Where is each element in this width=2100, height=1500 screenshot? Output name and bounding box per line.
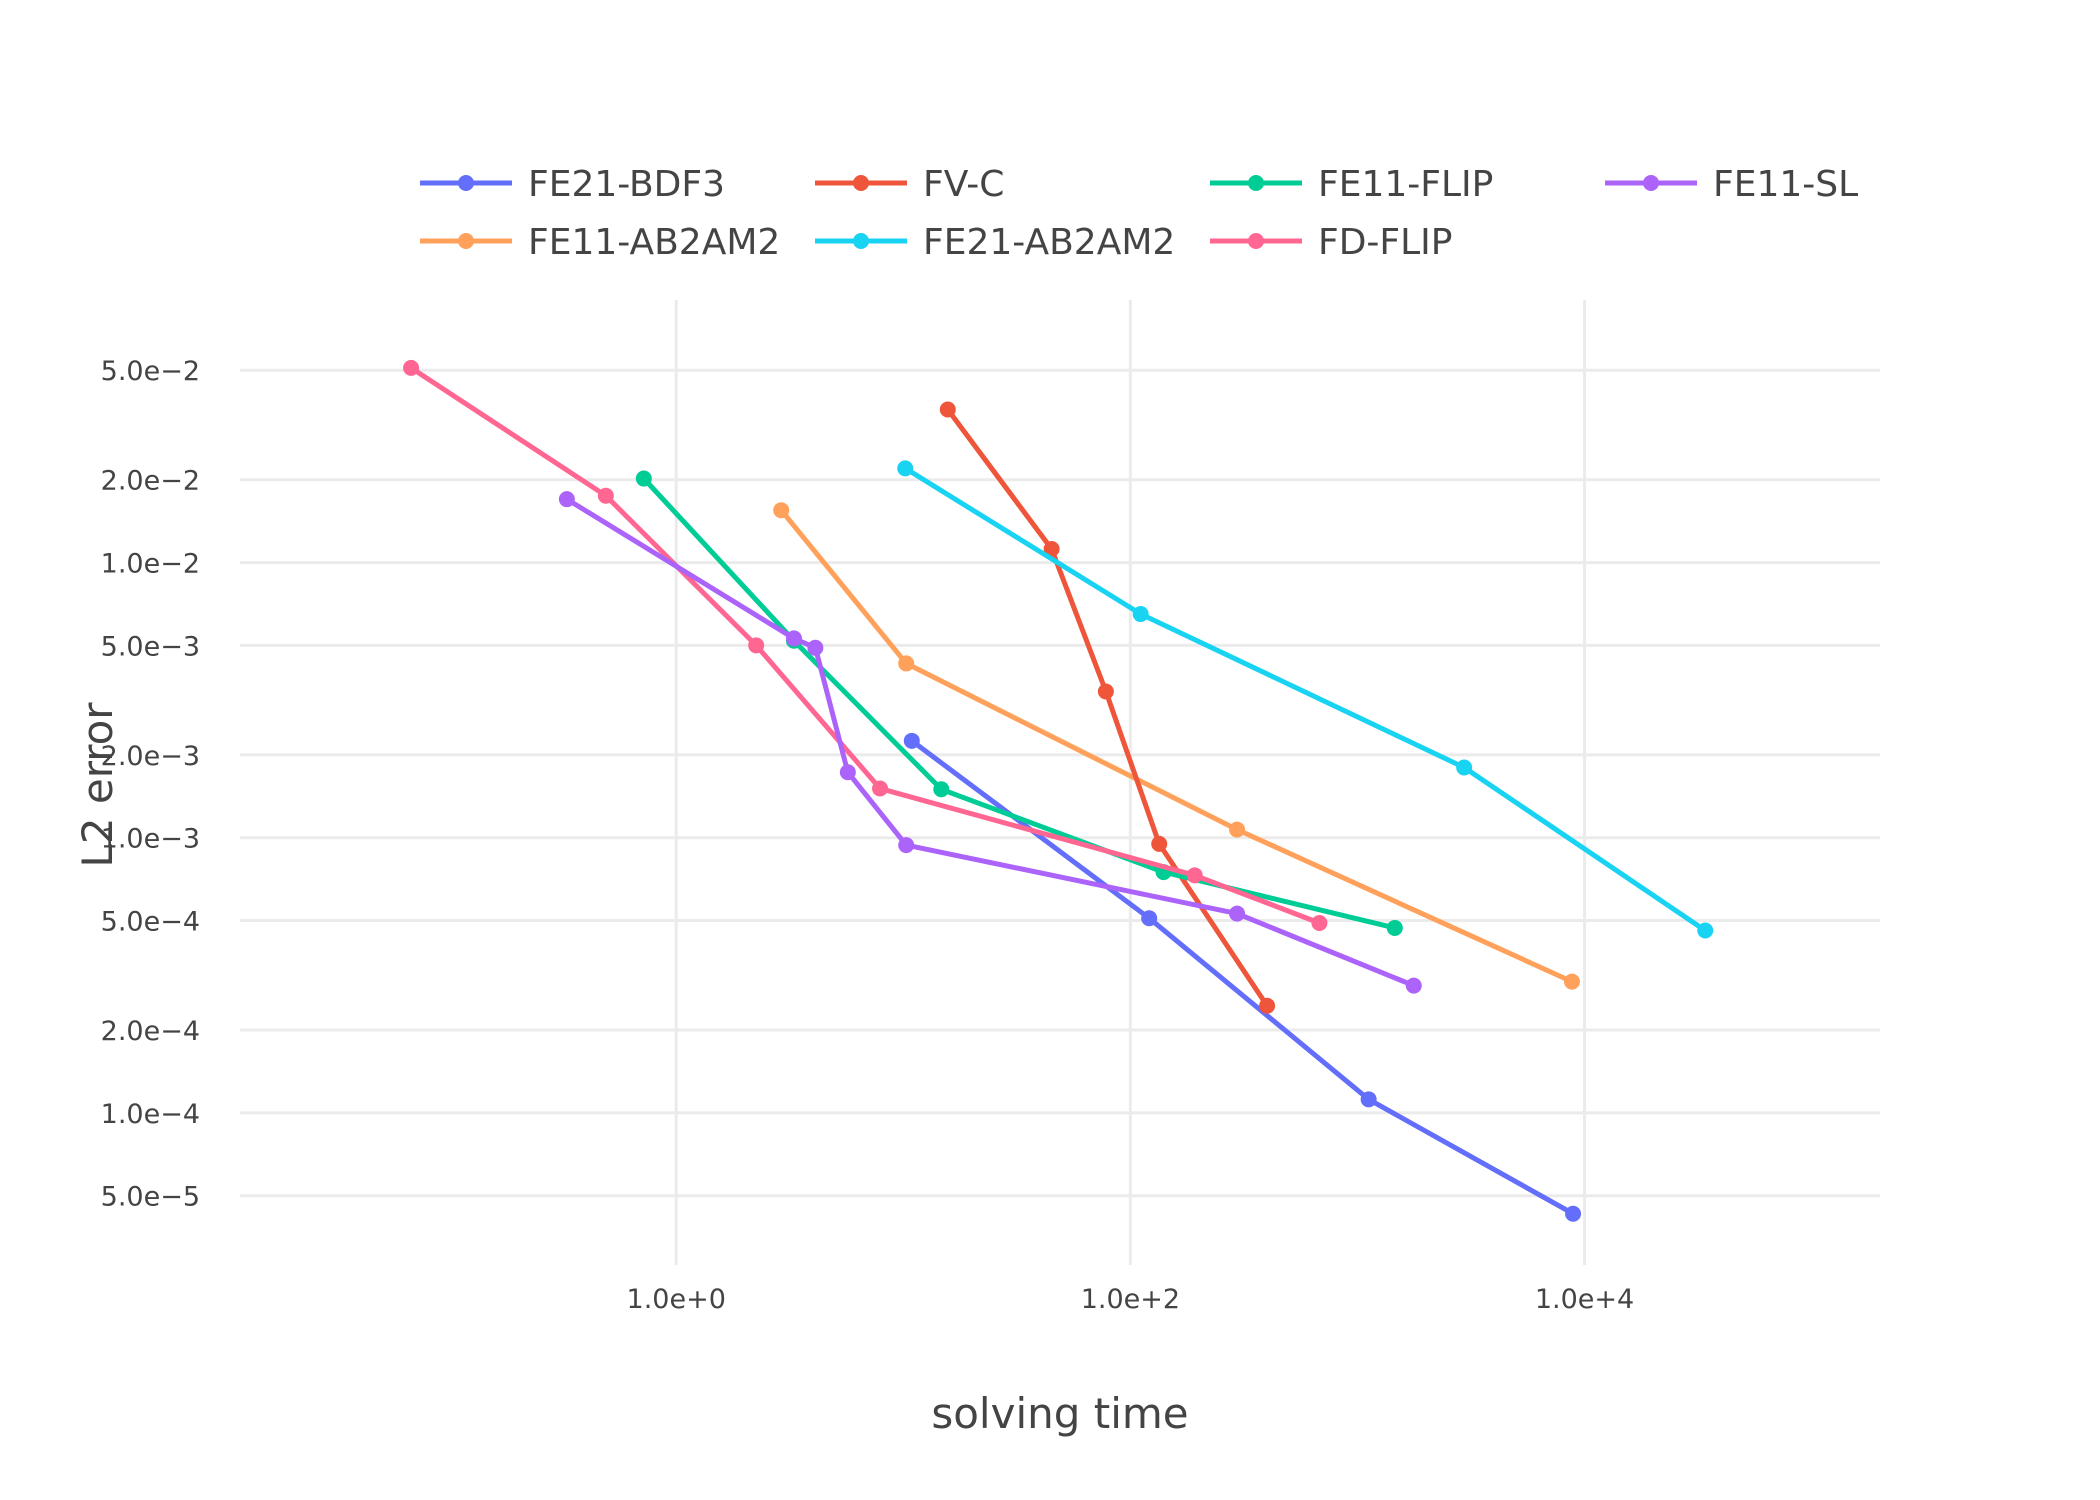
data-point-fv-c [1043,541,1060,558]
series-line-fd-flip [409,365,1321,926]
series-fd-flip [403,359,1328,931]
data-point-fe11-flip [635,470,652,487]
legend-label: FE21-BDF3 [528,164,725,205]
data-point-fe11-sl [785,630,802,647]
legend-label: FE21-AB2AM2 [923,222,1175,263]
data-point-fe21-ab2am2 [897,460,914,477]
data-point-fd-flip [1311,914,1328,931]
data-point-fe21-bdf3 [1565,1205,1582,1222]
legend-item-fe21-bdf3[interactable]: FE21-BDF3 [420,164,725,205]
data-point-fv-c [1151,835,1168,852]
y-tick-label: 1.0e−3 [101,824,200,855]
legend-label: FE11-SL [1713,164,1858,205]
legend-swatch-marker [853,175,869,191]
legend-item-fe11-sl[interactable]: FE11-SL [1605,164,1858,205]
data-point-fe11-ab2am2 [773,502,790,519]
legend-item-fv-c[interactable]: FV-C [815,164,1004,205]
series-fe21-bdf3 [903,732,1582,1222]
x-axis-title: solving time [931,1389,1188,1438]
tick-labels: 1.0e+0 1.0e+2 1.0e+4 5.0e−2 2.0e−2 1.0e−2 5.0e… [101,356,1635,1315]
series-line-fe21-bdf3 [910,738,1575,1216]
data-point-fv-c [1097,683,1114,700]
y-tick-label: 1.0e−4 [101,1099,200,1130]
series-layer [403,359,1714,1222]
data-point-fd-flip [872,780,889,797]
data-point-fd-flip [1186,867,1203,884]
data-point-fe21-bdf3 [1360,1091,1377,1108]
y-axis-title: L2 error [73,702,122,868]
data-point-fv-c [1259,997,1276,1014]
legend: FE21-BDF3 FE11-AB2AM2 FV-C FE21-AB2AM2 FE11-… [420,164,1858,263]
legend-swatch-marker [458,175,474,191]
y-tick-label: 2.0e−4 [101,1016,200,1047]
data-point-fe11-sl [898,837,915,854]
data-point-fe11-sl [1405,977,1422,994]
series-fv-c [939,401,1276,1014]
legend-item-fd-flip[interactable]: FD-FLIP [1210,222,1453,263]
series-fe11-sl [558,491,1422,994]
x-tick-label: 1.0e+4 [1535,1284,1634,1315]
data-point-fe11-sl [1229,905,1246,922]
data-point-fe11-ab2am2 [1229,821,1246,838]
x-tick-label: 1.0e+2 [1081,1284,1180,1315]
legend-item-fe11-ab2am2[interactable]: FE11-AB2AM2 [420,222,780,263]
y-tick-label: 5.0e−3 [101,631,200,662]
data-point-fe11-sl [839,764,856,781]
legend-label: FE11-AB2AM2 [528,222,780,263]
data-point-fe11-flip [1386,919,1403,936]
data-point-fe21-ab2am2 [1132,606,1149,623]
y-tick-label: 2.0e−2 [101,466,200,497]
y-tick-label: 2.0e−3 [101,741,200,772]
legend-item-fe21-ab2am2[interactable]: FE21-AB2AM2 [815,222,1175,263]
y-tick-label: 5.0e−4 [101,907,200,938]
legend-swatch-marker [458,233,474,249]
legend-label: FE11-FLIP [1318,164,1493,205]
grid [240,300,1880,1265]
data-point-fd-flip [597,487,614,504]
legend-label: FD-FLIP [1318,222,1453,263]
legend-label: FV-C [923,164,1004,205]
series-fe21-ab2am2 [897,460,1714,939]
x-tick-label: 1.0e+0 [627,1284,726,1315]
data-point-fe11-ab2am2 [898,655,915,672]
data-point-fe11-flip [933,781,950,798]
legend-swatch-marker [853,233,869,249]
data-point-fe21-bdf3 [903,732,920,749]
series-fe11-ab2am2 [773,502,1580,990]
legend-swatch-marker [1643,175,1659,191]
data-point-fv-c [939,401,956,418]
series-line-fe21-ab2am2 [903,466,1707,933]
data-point-fe21-ab2am2 [1697,922,1714,939]
y-tick-label: 1.0e−2 [101,549,200,580]
data-point-fe11-ab2am2 [1563,973,1580,990]
legend-item-fe11-flip[interactable]: FE11-FLIP [1210,164,1493,205]
y-tick-label: 5.0e−2 [101,356,200,387]
series-line-fe11-ab2am2 [779,508,1573,984]
legend-swatch-marker [1248,175,1264,191]
data-point-fd-flip [403,359,420,376]
data-point-fe21-bdf3 [1141,910,1158,927]
data-point-fe21-ab2am2 [1456,759,1473,776]
series-line-fe11-flip [641,476,1396,931]
data-point-fe11-sl [558,491,575,508]
data-point-fd-flip [748,637,765,654]
data-point-fe11-sl [807,639,824,656]
legend-swatch-marker [1248,233,1264,249]
y-tick-label: 5.0e−5 [101,1182,200,1213]
